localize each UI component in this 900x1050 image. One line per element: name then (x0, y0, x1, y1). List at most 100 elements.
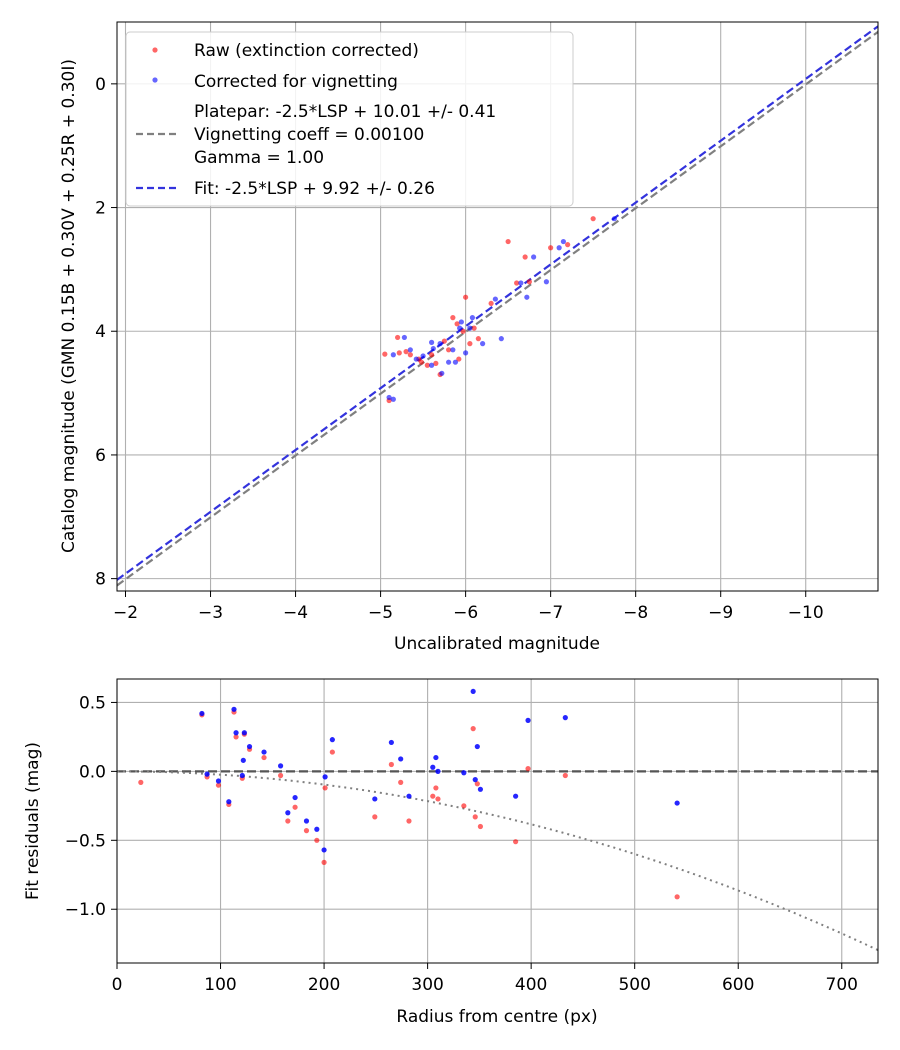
residual-raw-point (388, 761, 394, 768)
residual-raw-point (277, 772, 284, 779)
residual-raw-point (525, 766, 531, 772)
top-scatter-points (382, 216, 618, 404)
residual-corrected-point (292, 794, 298, 801)
legend-raw-marker (152, 47, 158, 53)
corrected-point (467, 325, 473, 331)
corrected-point (556, 245, 562, 251)
raw-point (394, 334, 401, 341)
raw-point (429, 352, 435, 358)
residual-raw-point (433, 785, 439, 791)
bottom-y-tick-label: −0.5 (65, 831, 106, 851)
raw-point (396, 350, 402, 356)
residual-corrected-point (240, 757, 246, 763)
residual-raw-point (285, 818, 291, 824)
top-y-tick-label: 8 (95, 570, 106, 590)
corrected-point (531, 254, 537, 260)
corrected-point (437, 341, 443, 347)
residual-raw-point (303, 828, 310, 834)
raw-point (403, 349, 409, 355)
bottom-x-tick-label: 700 (826, 975, 858, 995)
raw-point (488, 300, 494, 307)
residual-raw-point (138, 779, 144, 785)
corrected-point (429, 362, 435, 368)
corrected-point (457, 325, 463, 331)
residual-corrected-point (435, 768, 441, 774)
residual-raw-point (435, 796, 441, 802)
residual-corrected-point (314, 826, 320, 832)
bottom-axes-frame (116, 678, 879, 964)
residual-raw-point (474, 781, 480, 787)
raw-point (548, 245, 554, 251)
top-x-axis-label: Uncalibrated magnitude (394, 634, 600, 654)
bottom-panel: 0 100 200 300 400 500 600 700 0.5 0.0 −0.5 −1.0 Rad… (23, 678, 879, 1027)
legend-platepar-label-1: Platepar: -2.5*LSP + 10.01 +/- 0.41 (194, 102, 496, 122)
legend-vig-marker (152, 77, 158, 83)
residual-raw-point (322, 785, 328, 791)
bottom-x-tick-label: 200 (308, 975, 340, 995)
residual-corrected-point (372, 796, 378, 802)
residual-corrected-point (398, 756, 404, 762)
top-y-tick-label: 4 (95, 322, 106, 342)
corrected-point (407, 347, 413, 353)
raw-point (450, 315, 456, 321)
residual-raw-point (292, 804, 298, 810)
residual-raw-point (215, 782, 222, 788)
raw-point (441, 338, 447, 344)
residual-corrected-point (430, 764, 436, 770)
raw-point (454, 321, 460, 327)
top-y-tick-label: 0 (95, 75, 106, 95)
corrected-point (430, 345, 436, 352)
corrected-point (439, 370, 445, 376)
top-x-tick-label: −6 (453, 603, 478, 623)
corrected-point (458, 319, 464, 325)
residual-raw-point (470, 726, 476, 732)
corrected-point (386, 394, 392, 401)
raw-point (456, 356, 462, 362)
top-x-tick-label: −8 (623, 603, 648, 623)
bottom-plot-area (117, 679, 878, 963)
top-x-tick-label: −10 (788, 603, 824, 623)
raw-point (463, 294, 469, 300)
residual-corrected-point (246, 743, 253, 750)
residual-corrected-point (199, 710, 205, 717)
top-line-fit (117, 25, 878, 581)
residual-raw-point (430, 793, 436, 799)
residual-corrected-point (525, 717, 531, 723)
raw-point (407, 352, 413, 358)
residual-corrected-point (204, 771, 210, 777)
bottom-y-tick-label: −1.0 (65, 900, 106, 920)
residual-corrected-point (329, 737, 335, 743)
residual-corrected-point (674, 800, 680, 806)
raw-point (418, 359, 424, 365)
legend-raw-label: Raw (extinction corrected) (194, 41, 419, 61)
residual-raw-point (398, 779, 404, 785)
top-line-platepar (117, 31, 878, 587)
bottom-x-tick-label: 0 (112, 975, 123, 995)
bottom-y-tick-label: 0.5 (79, 693, 106, 713)
top-ticks: −2 −3 −4 −5 −6 −7 −8 −9 −10 0 2 4 6 8 (95, 75, 823, 623)
residual-corrected-point (239, 772, 245, 779)
top-x-tick-label: −7 (538, 603, 563, 623)
bottom-grid (116, 679, 878, 963)
top-x-tick-label: −2 (113, 603, 138, 623)
residual-corrected-point (433, 754, 439, 761)
residual-corrected-point (406, 793, 412, 799)
bottom-x-tick-label: 300 (411, 975, 443, 995)
corrected-point (518, 280, 524, 286)
corrected-point (390, 352, 396, 358)
corrected-point (480, 341, 486, 347)
bottom-ticks: 0 100 200 300 400 500 600 700 0.5 0.0 −0.5 −1.0 (65, 693, 858, 995)
corrected-point (413, 356, 419, 362)
corrected-point (543, 279, 549, 285)
residual-corrected-point (477, 786, 484, 792)
top-axes-frame (116, 21, 879, 592)
residual-corrected-point (233, 730, 239, 736)
top-fit-lines (117, 25, 878, 587)
residual-corrected-point (226, 799, 232, 805)
corrected-point (450, 347, 456, 353)
residual-raw-point (314, 837, 320, 843)
raw-point (433, 360, 439, 366)
legend-platepar-label-3: Gamma = 1.00 (194, 148, 324, 168)
raw-point (424, 362, 430, 368)
bottom-y-axis-label: Fit residuals (mag) (23, 742, 43, 900)
